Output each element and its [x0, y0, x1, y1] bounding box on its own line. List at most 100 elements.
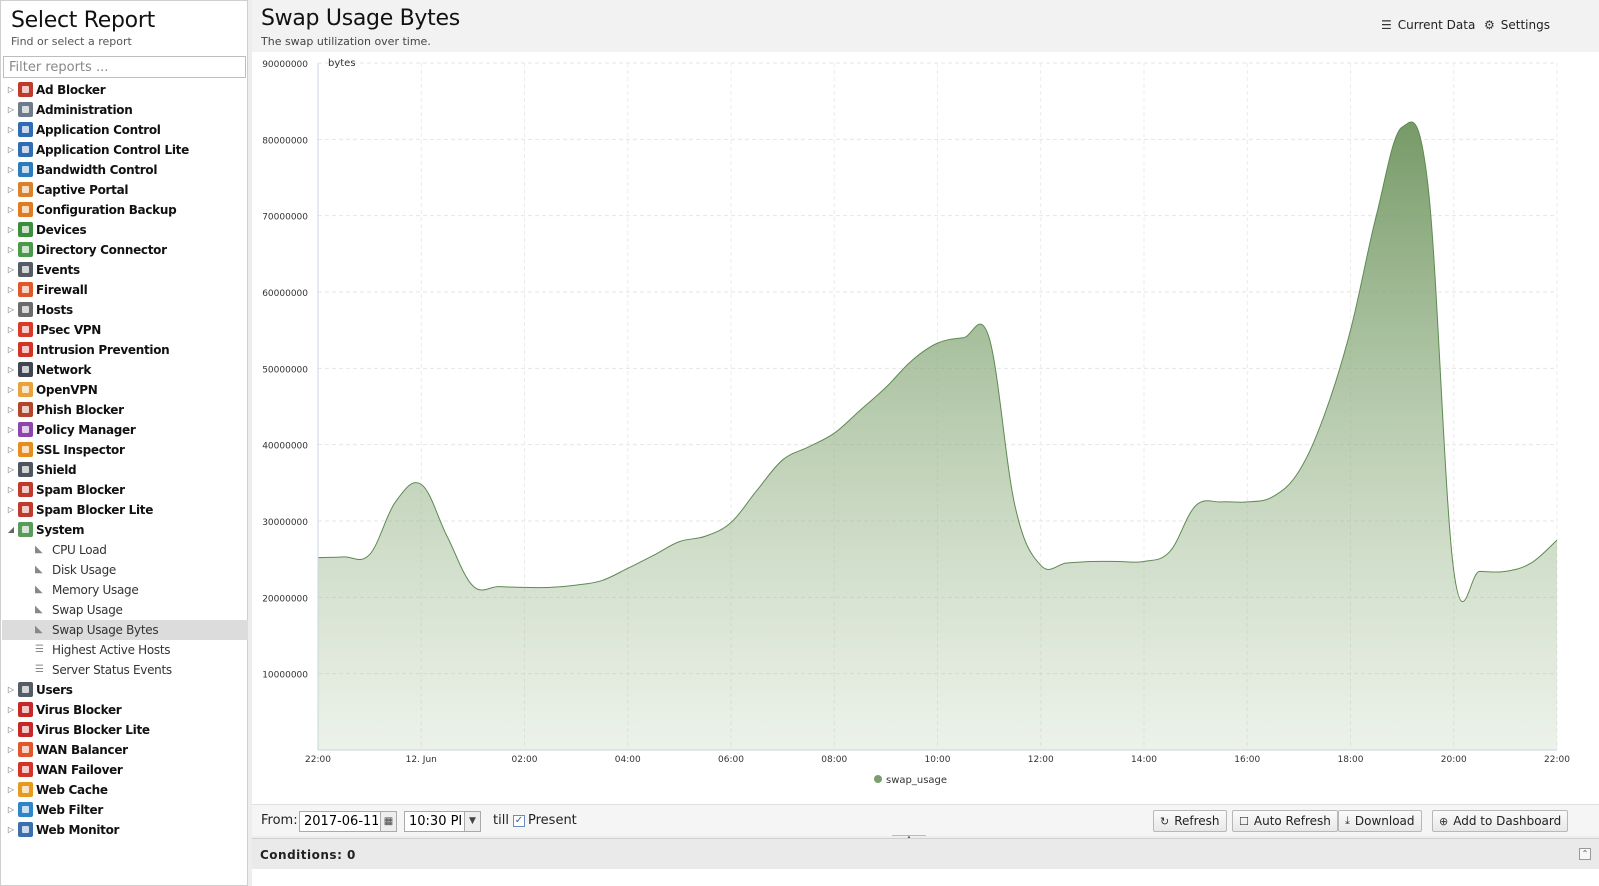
- collapsed-arrow-icon[interactable]: ▷: [7, 765, 15, 774]
- collapsed-arrow-icon[interactable]: ▷: [7, 385, 15, 394]
- collapsed-arrow-icon[interactable]: ▷: [7, 685, 15, 694]
- tree-report-item[interactable]: ◣ CPU Load: [2, 540, 248, 560]
- calendar-icon[interactable]: ▦: [380, 811, 397, 832]
- wan-balancer-icon: [18, 742, 33, 757]
- collapsed-arrow-icon[interactable]: ▷: [7, 745, 15, 754]
- tree-category[interactable]: ▷ Hosts: [2, 300, 248, 320]
- tree-category[interactable]: ▷ Application Control Lite: [2, 140, 248, 160]
- y-tick-label: 20000000: [262, 594, 308, 604]
- collapsed-arrow-icon[interactable]: ▷: [7, 325, 15, 334]
- tree-category[interactable]: ▷ Captive Portal: [2, 180, 248, 200]
- tree-category[interactable]: ▷ Intrusion Prevention: [2, 340, 248, 360]
- tree-category[interactable]: ▷ WAN Balancer: [2, 740, 248, 760]
- collapsed-arrow-icon[interactable]: ▷: [7, 825, 15, 834]
- tree-category[interactable]: ▷ Ad Blocker: [2, 80, 248, 100]
- tree-category[interactable]: ▷ Spam Blocker Lite: [2, 500, 248, 520]
- tree-category[interactable]: ▷ Phish Blocker: [2, 400, 248, 420]
- tree-report-item[interactable]: ◣ Memory Usage: [2, 580, 248, 600]
- collapsed-arrow-icon[interactable]: ▷: [7, 705, 15, 714]
- collapsed-arrow-icon[interactable]: ▷: [7, 165, 15, 174]
- tree-category[interactable]: ▷ Administration: [2, 100, 248, 120]
- tree-category[interactable]: ▷ Shield: [2, 460, 248, 480]
- users-icon: [18, 682, 33, 697]
- ad-blocker-icon: [18, 82, 33, 97]
- tree-category[interactable]: ▷ Policy Manager: [2, 420, 248, 440]
- auto-refresh-button[interactable]: ☐ Auto Refresh: [1232, 810, 1338, 832]
- area-chart-icon: ◣: [35, 584, 43, 595]
- chart-legend[interactable]: swap_usage: [874, 775, 947, 786]
- collapsed-arrow-icon[interactable]: ▷: [7, 185, 15, 194]
- collapsed-arrow-icon[interactable]: ▷: [7, 205, 15, 214]
- expanded-arrow-icon[interactable]: ◢: [7, 525, 15, 534]
- tree-category[interactable]: ▷ Bandwidth Control: [2, 160, 248, 180]
- tree-report-item[interactable]: ◣ Swap Usage Bytes: [2, 620, 248, 640]
- tree-category[interactable]: ▷ Application Control: [2, 120, 248, 140]
- tree-category[interactable]: ▷ Directory Connector: [2, 240, 248, 260]
- collapsed-arrow-icon[interactable]: ▷: [7, 725, 15, 734]
- collapsed-arrow-icon[interactable]: ▷: [7, 365, 15, 374]
- tree-report-item[interactable]: ◣ Disk Usage: [2, 560, 248, 580]
- tree-category[interactable]: ◢ System: [2, 520, 248, 540]
- collapsed-arrow-icon[interactable]: ▷: [7, 105, 15, 114]
- collapsed-arrow-icon[interactable]: ▷: [7, 425, 15, 434]
- chevron-down-icon[interactable]: ▼: [464, 811, 481, 832]
- tree-category[interactable]: ▷ Web Filter: [2, 800, 248, 820]
- add-to-dashboard-button[interactable]: ⊕ Add to Dashboard: [1432, 810, 1569, 832]
- conditions-label: Conditions: 0: [260, 848, 356, 862]
- collapsed-arrow-icon[interactable]: ▷: [7, 145, 15, 154]
- tree-category[interactable]: ▷ Users: [2, 680, 248, 700]
- current-data-button[interactable]: ☰ Current Data: [1381, 18, 1475, 32]
- tree-category-label: Bandwidth Control: [36, 163, 158, 177]
- collapsed-arrow-icon[interactable]: ▷: [7, 345, 15, 354]
- tree-category[interactable]: ▷ Events: [2, 260, 248, 280]
- tree-category[interactable]: ▷ Devices: [2, 220, 248, 240]
- collapsed-arrow-icon[interactable]: ▷: [7, 85, 15, 94]
- tree-category[interactable]: ▷ Spam Blocker: [2, 480, 248, 500]
- collapsed-arrow-icon[interactable]: ▷: [7, 305, 15, 314]
- tree-report-item[interactable]: ◣ Swap Usage: [2, 600, 248, 620]
- collapsed-arrow-icon[interactable]: ▷: [7, 485, 15, 494]
- tree-category-label: Policy Manager: [36, 423, 136, 437]
- collapsed-arrow-icon[interactable]: ▷: [7, 465, 15, 474]
- from-date-field[interactable]: [299, 811, 383, 832]
- shield-icon: [18, 462, 33, 477]
- collapsed-arrow-icon[interactable]: ▷: [7, 805, 15, 814]
- collapse-icon[interactable]: ⌃: [1579, 848, 1591, 860]
- collapsed-arrow-icon[interactable]: ▷: [7, 265, 15, 274]
- tree-category[interactable]: ▷ Web Monitor: [2, 820, 248, 840]
- collapsed-arrow-icon[interactable]: ▷: [7, 445, 15, 454]
- bars-icon: ☰: [35, 644, 44, 655]
- tree-category[interactable]: ▷ Network: [2, 360, 248, 380]
- devices-icon: [18, 222, 33, 237]
- x-tick-label: 22:00: [305, 755, 331, 765]
- collapsed-arrow-icon[interactable]: ▷: [7, 245, 15, 254]
- tree-category[interactable]: ▷ Virus Blocker: [2, 700, 248, 720]
- tree-category[interactable]: ▷ Configuration Backup: [2, 200, 248, 220]
- collapsed-arrow-icon[interactable]: ▷: [7, 505, 15, 514]
- tree-category[interactable]: ▷ Virus Blocker Lite: [2, 720, 248, 740]
- tree-category[interactable]: ▷ SSL Inspector: [2, 440, 248, 460]
- refresh-button[interactable]: ↻ Refresh: [1153, 810, 1227, 832]
- spam-blocker-lite-icon: [18, 502, 33, 517]
- tree-report-label: Memory Usage: [52, 583, 139, 597]
- download-button[interactable]: ⤓ Download: [1338, 810, 1422, 832]
- report-header: Swap Usage Bytes The swap utilization ov…: [252, 0, 1599, 52]
- tree-category[interactable]: ▷ OpenVPN: [2, 380, 248, 400]
- collapsed-arrow-icon[interactable]: ▷: [7, 125, 15, 134]
- collapsed-arrow-icon[interactable]: ▷: [7, 785, 15, 794]
- tree-category[interactable]: ▷ Web Cache: [2, 780, 248, 800]
- from-time-field[interactable]: [404, 811, 466, 832]
- collapsed-arrow-icon[interactable]: ▷: [7, 285, 15, 294]
- filter-reports-input[interactable]: [3, 56, 246, 78]
- collapsed-arrow-icon[interactable]: ▷: [7, 405, 15, 414]
- tree-category[interactable]: ▷ Firewall: [2, 280, 248, 300]
- tree-category[interactable]: ▷ IPsec VPN: [2, 320, 248, 340]
- collapsed-arrow-icon[interactable]: ▷: [7, 225, 15, 234]
- tree-report-item[interactable]: ☰ Server Status Events: [2, 660, 248, 680]
- tree-report-item[interactable]: ☰ Highest Active Hosts: [2, 640, 248, 660]
- tree-category[interactable]: ▷ WAN Failover: [2, 760, 248, 780]
- present-checkbox[interactable]: ✓: [513, 815, 525, 827]
- x-tick-label: 02:00: [512, 755, 538, 765]
- system-icon: [18, 522, 33, 537]
- settings-button[interactable]: ⚙ Settings: [1484, 18, 1550, 32]
